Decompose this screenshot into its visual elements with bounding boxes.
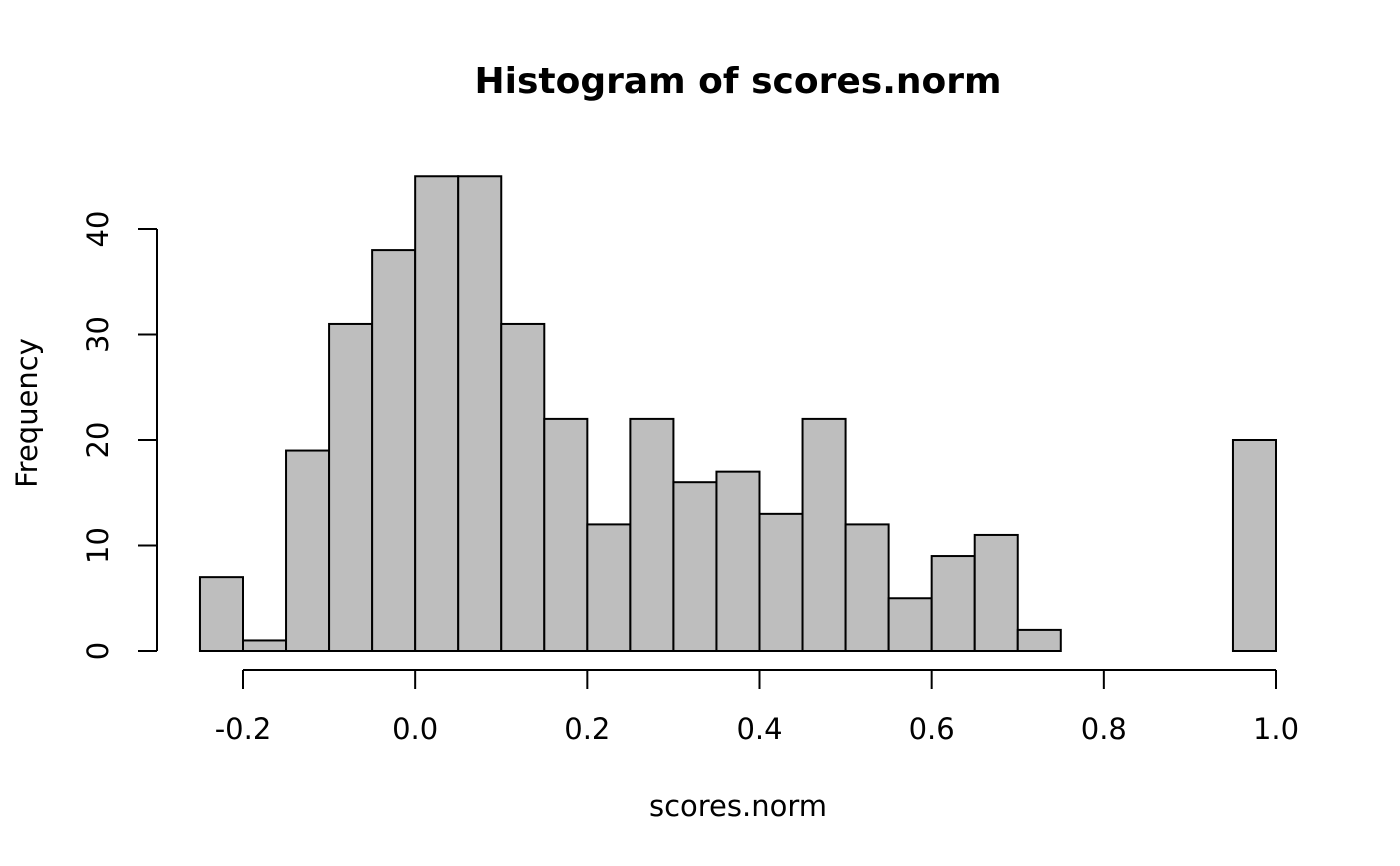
chart-title: Histogram of scores.norm [474,61,1001,102]
histogram-bar [629,417,675,652]
x-tick-label: 0.8 [1081,712,1127,746]
y-tick-label: 40 [81,211,115,248]
y-tick-label: 20 [81,422,115,459]
y-axis-label: Frequency [10,338,44,488]
histogram-bar [285,449,331,652]
x-tick-label: 0.2 [564,712,610,746]
x-axis-ticks: -0.2 0.0 0.2 0.4 0.6 0.8 1.0 [215,670,1299,746]
y-tick-label: 30 [81,316,115,353]
histogram-bar [715,470,761,652]
histogram-bar [198,576,244,653]
histogram-bar [543,417,589,652]
x-tick-label: 0.4 [736,712,782,746]
histogram-bar [801,417,847,652]
x-axis-label: scores.norm [649,789,827,823]
histogram-bar [1231,439,1278,652]
histogram-bar [242,639,288,653]
y-axis-ticks: 0 10 20 30 40 [81,211,157,660]
histogram-bar [672,481,718,653]
x-tick-label: 0.6 [909,712,955,746]
x-tick-label: -0.2 [215,712,272,746]
histogram-bar [887,597,933,652]
histogram-bar [844,523,890,653]
histogram-bar [457,175,503,652]
histogram-bar [586,523,632,653]
x-tick-label: 1.0 [1253,712,1299,746]
histogram-bar [1016,628,1062,653]
histogram-bar [973,533,1019,653]
histogram-bars [198,175,1278,653]
histogram-bar [930,555,976,652]
histogram-bar [328,322,374,652]
histogram-bar [500,322,546,652]
histogram-bar [371,249,417,652]
y-tick-label: 0 [81,642,115,660]
histogram-bar [758,512,804,652]
y-tick-label: 10 [81,527,115,564]
x-tick-label: 0.0 [392,712,438,746]
histogram-bar [414,175,460,652]
x-axis: -0.2 0.0 0.2 0.4 0.6 0.8 1.0 [215,669,1299,746]
y-axis: 0 10 20 30 40 [81,211,158,660]
